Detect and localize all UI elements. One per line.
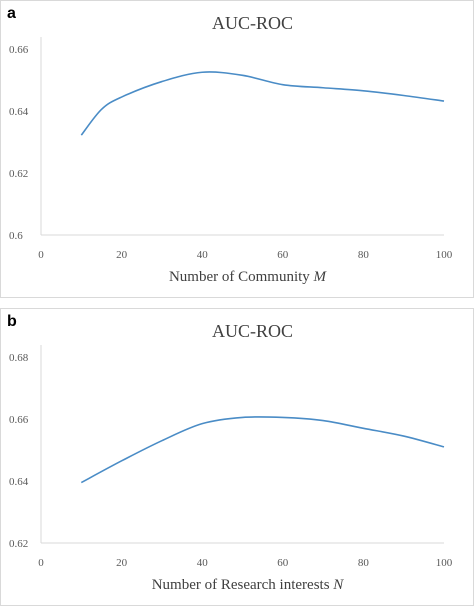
- chart-a-title: AUC-ROC: [212, 13, 293, 33]
- panel-letter-b: b: [7, 313, 17, 330]
- chart-b-ytick-label: 0.62: [9, 538, 28, 550]
- chart-a-xtick-label: 40: [197, 249, 209, 261]
- chart-b-xtick-label: 40: [197, 557, 209, 569]
- chart-a-xtick-label: 60: [277, 249, 289, 261]
- chart-b-xtick-label: 100: [436, 557, 453, 569]
- chart-b-xtick-label: 20: [116, 557, 128, 569]
- chart-a-xtick-label: 100: [436, 249, 453, 261]
- chart-a-ytick-label: 0.6: [9, 230, 23, 242]
- chart-b-x-label: Number of Research interests N: [152, 577, 345, 593]
- chart-a-xtick-label: 80: [358, 249, 370, 261]
- chart-b-ytick-label: 0.64: [9, 476, 29, 488]
- chart-a-svg: AUC-ROC 0.6 0.62 0.64 0.66 0 20 40 60 80 100 Number…: [9, 13, 453, 285]
- chart-a-xtick-label: 0: [38, 249, 44, 261]
- chart-b-ytick-label: 0.66: [9, 414, 29, 426]
- panel-letter-a: a: [7, 5, 16, 22]
- chart-a-x-label: Number of Community M: [169, 269, 328, 285]
- chart-a-xtick-label: 20: [116, 249, 128, 261]
- chart-b-xtick-label: 80: [358, 557, 370, 569]
- chart-b-xtick-label: 60: [277, 557, 289, 569]
- chart-b-ytick-label: 0.68: [9, 352, 29, 364]
- chart-b-svg: AUC-ROC 0.62 0.64 0.66 0.68 0 20 40 60 80 100 Numbe…: [9, 321, 453, 593]
- chart-panel-a: a AUC-ROC 0.6 0.62 0.64 0.66 0 20 40 60 80 100 Numb…: [0, 0, 474, 298]
- chart-b-xtick-label: 0: [38, 557, 44, 569]
- chart-panel-b: b AUC-ROC 0.62 0.64 0.66 0.68 0 20 40 60 80 100 Num…: [0, 308, 474, 606]
- chart-a-ytick-label: 0.62: [9, 168, 28, 180]
- chart-a-series-line: [80, 71, 445, 136]
- chart-b-series-line: [80, 416, 445, 484]
- chart-a-ytick-label: 0.66: [9, 44, 29, 56]
- chart-a-ytick-label: 0.64: [9, 106, 29, 118]
- chart-b-title: AUC-ROC: [212, 321, 293, 341]
